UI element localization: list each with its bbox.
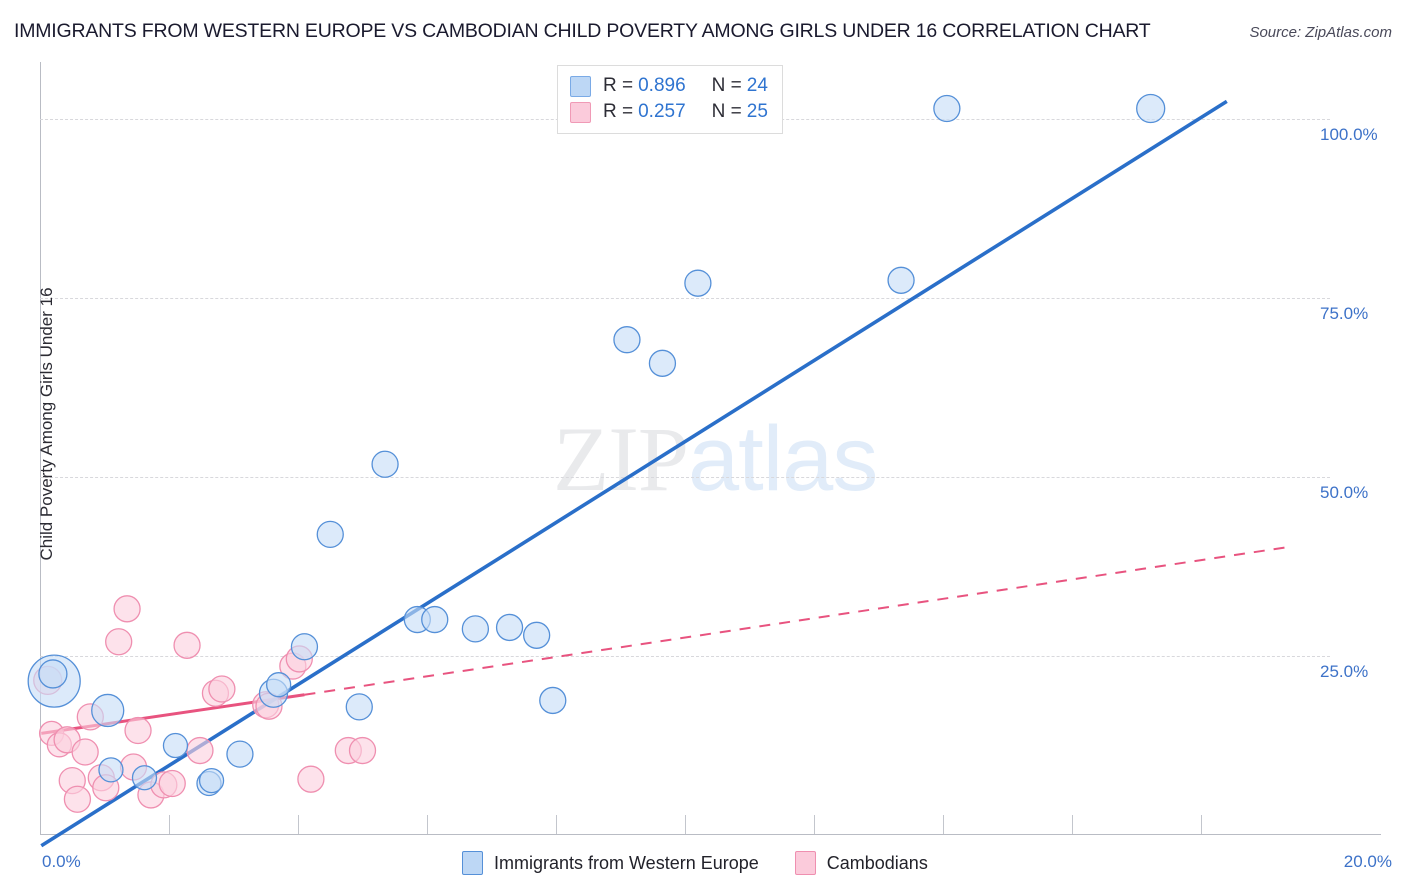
r-label-blue: R = [603, 75, 634, 96]
series-legend-item-cambodians[interactable]: Cambodians [794, 851, 928, 875]
x-tick-3 [427, 815, 428, 834]
gridline-25-0 [40, 656, 1330, 658]
r-value-blue: 0.896 [638, 75, 686, 96]
y-tick-label-50-0: 50.0% [1320, 483, 1369, 503]
n-value-pink: 25 [746, 101, 768, 122]
series-legend: Immigrants from Western Europe Cambodian… [462, 850, 964, 876]
x-tick-9 [1201, 815, 1202, 834]
plot-area: Child Poverty Among Girls Under 16 [37, 62, 1330, 835]
r-label-pink: R = [603, 101, 634, 122]
y-tick-label-100-0: 100.0% [1320, 125, 1378, 145]
series-legend-item-western-europe[interactable]: Immigrants from Western Europe [462, 851, 759, 875]
n-label-blue: N = [711, 75, 742, 96]
legend-row-cambodians: R = 0.257 N = 25 [570, 99, 768, 125]
x-tick-2 [298, 815, 299, 834]
legend-swatch-blue-icon [570, 75, 591, 97]
x-axis-max-label: 20.0% [1343, 852, 1392, 871]
y-tick-label-75-0: 75.0% [1320, 304, 1369, 324]
series-swatch-pink-icon [794, 851, 816, 875]
gridline-75-0 [40, 298, 1330, 300]
series-label-western-europe: Immigrants from Western Europe [494, 852, 759, 873]
legend-swatch-pink-icon [570, 101, 591, 123]
series-label-cambodians: Cambodians [826, 852, 928, 873]
series-swatch-blue-icon [462, 851, 483, 875]
source-label: Source: ZipAtlas.com [1249, 24, 1392, 41]
y-axis-title: Child Poverty Among Girls Under 16 [37, 287, 56, 561]
x-tick-7 [943, 815, 944, 834]
x-tick-5 [685, 815, 686, 834]
x-tick-8 [1072, 815, 1073, 834]
gridline-50-0 [40, 477, 1330, 479]
x-tick-4 [556, 815, 557, 834]
correlation-legend: R = 0.896 N = 24 R = 0.257 N = 25 [557, 65, 783, 134]
n-value-blue: 24 [746, 75, 768, 96]
r-value-pink: 0.257 [638, 101, 686, 122]
n-label-pink: N = [711, 101, 742, 122]
x-tick-1 [169, 815, 170, 834]
y-tick-label-25-0: 25.0% [1320, 662, 1369, 682]
x-tick-6 [814, 815, 815, 834]
legend-row-western-europe: R = 0.896 N = 24 [570, 73, 768, 99]
page-title: IMMIGRANTS FROM WESTERN EUROPE VS CAMBOD… [14, 20, 1151, 42]
x-axis-min-label: 0.0% [42, 852, 81, 871]
